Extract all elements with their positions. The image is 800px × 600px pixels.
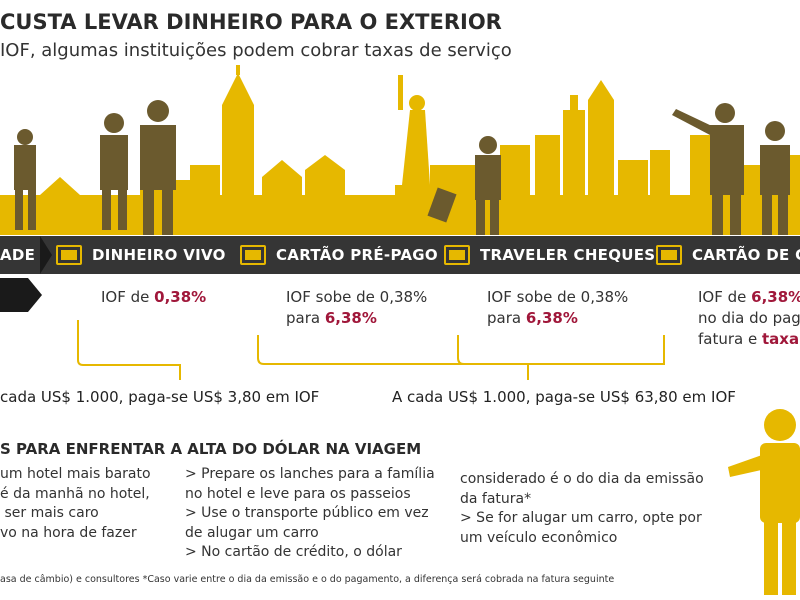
iof-prepaid-prefix: para <box>286 309 325 327</box>
iof-prepaid: IOF sobe de 0,38% para 6,38% <box>286 287 427 329</box>
page-subtitle: IOF, algumas instituições podem cobrar t… <box>0 40 512 61</box>
iof-cheques-prefix: para <box>487 309 526 327</box>
tips-column-1: um hotel mais barato é da manhã no hotel… <box>0 466 151 541</box>
iof-cheques: IOF sobe de 0,38% para 6,38% <box>487 287 628 329</box>
tips-column-2: > Prepare os lanches para a família no h… <box>185 466 435 560</box>
category-credit-label: CARTÃO DE C <box>692 246 800 264</box>
summary-cash: cada US$ 1.000, paga-se US$ 3,80 em IOF <box>0 388 320 406</box>
iof-credit-line3-prefix: fatura e <box>698 330 762 348</box>
iof-credit: IOF de 6,38% no dia do paga fatura e tax… <box>698 287 800 350</box>
iof-prepaid-line1: IOF sobe de 0,38% <box>286 288 428 306</box>
iof-cash-value: 0,38% <box>154 288 207 306</box>
iof-row-arrow-icon <box>0 278 42 312</box>
category-cash-label: DINHEIRO VIVO <box>92 246 226 264</box>
tips-heading: S PARA ENFRENTAR A ALTA DO DÓLAR NA VIAG… <box>0 440 422 458</box>
category-cash: DINHEIRO VIVO <box>56 236 226 274</box>
cash-icon <box>56 245 82 265</box>
category-bar: ADE DINHEIRO VIVO CARTÃO PRÉ-PAGO TRAVEL… <box>0 236 800 274</box>
iof-credit-prefix: IOF de <box>698 288 752 306</box>
tips-column-3: considerado é o do dia da emissão da fat… <box>460 471 704 546</box>
cheque-icon <box>444 245 470 265</box>
iof-credit-line2: no dia do paga <box>698 309 800 327</box>
credit-card-icon <box>656 245 682 265</box>
iof-cheques-line1: IOF sobe de 0,38% <box>487 288 629 306</box>
connector-lines <box>77 320 665 380</box>
iof-cash: IOF de 0,38% <box>101 287 206 308</box>
category-prepaid-label: CARTÃO PRÉ-PAGO <box>276 246 438 264</box>
card-icon <box>240 245 266 265</box>
traveler-figure-illustration <box>728 409 800 595</box>
page-title: CUSTA LEVAR DINHEIRO PARA O EXTERIOR <box>0 10 502 34</box>
category-prepaid-card: CARTÃO PRÉ-PAGO <box>240 236 438 274</box>
iof-credit-line3-value: taxa <box>761 330 800 348</box>
bar-left-label: ADE <box>0 246 36 264</box>
iof-cheques-value: 6,38% <box>525 309 578 327</box>
city-skyline-illustration <box>0 65 800 235</box>
category-traveler-cheques: TRAVELER CHEQUES <box>444 236 655 274</box>
iof-cash-prefix: IOF de <box>101 288 155 306</box>
bar-left-tab: ADE <box>0 236 42 274</box>
iof-prepaid-value: 6,38% <box>324 309 377 327</box>
summary-other: A cada US$ 1.000, paga-se US$ 63,80 em I… <box>392 388 736 406</box>
footer-note: asa de câmbio) e consultores *Caso varie… <box>0 574 615 585</box>
category-credit-card: CARTÃO DE C <box>656 236 800 274</box>
iof-credit-value: 6,38% <box>751 288 800 306</box>
category-cheques-label: TRAVELER CHEQUES <box>480 246 656 264</box>
bar-arrow-icon <box>40 236 52 274</box>
